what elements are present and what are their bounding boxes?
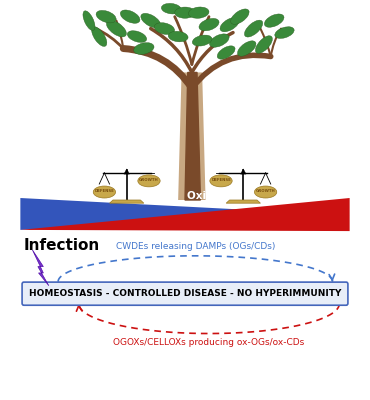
Ellipse shape (255, 186, 277, 198)
Ellipse shape (141, 13, 161, 28)
Ellipse shape (92, 27, 107, 46)
Ellipse shape (134, 43, 154, 54)
Ellipse shape (231, 9, 249, 24)
FancyArrowPatch shape (151, 28, 192, 72)
Ellipse shape (265, 14, 284, 27)
Ellipse shape (209, 34, 229, 47)
Ellipse shape (96, 10, 116, 23)
Text: CWDEs releasing DAMPs (OGs/CDs): CWDEs releasing DAMPs (OGs/CDs) (115, 242, 275, 251)
Ellipse shape (175, 7, 195, 18)
Ellipse shape (120, 10, 140, 23)
Text: GROWTH: GROWTH (139, 178, 159, 182)
Text: DEFENSE: DEFENSE (94, 189, 114, 193)
Ellipse shape (154, 23, 175, 34)
Polygon shape (110, 200, 144, 203)
Text: OGOXs/CELLOXs producing ox-OGs/ox-CDs: OGOXs/CELLOXs producing ox-OGs/ox-CDs (113, 338, 305, 347)
Ellipse shape (93, 186, 115, 198)
Text: GROWTH: GROWTH (256, 189, 276, 193)
Text: Infection: Infection (24, 238, 100, 253)
Polygon shape (124, 169, 130, 174)
Ellipse shape (199, 18, 219, 31)
Polygon shape (178, 72, 206, 200)
FancyArrowPatch shape (117, 21, 123, 48)
FancyArrowPatch shape (260, 28, 271, 56)
Text: DEFENSE: DEFENSE (211, 178, 231, 182)
Ellipse shape (127, 31, 147, 42)
Polygon shape (185, 72, 201, 200)
Ellipse shape (168, 31, 188, 42)
Ellipse shape (245, 20, 263, 37)
Polygon shape (20, 198, 350, 231)
Ellipse shape (83, 11, 95, 30)
FancyArrowPatch shape (192, 17, 209, 64)
Ellipse shape (238, 41, 256, 56)
Text: Oxidized cell wall DAMPs: Oxidized cell wall DAMPs (187, 191, 334, 201)
Ellipse shape (275, 27, 294, 38)
Text: Cell wall DAMPs: Cell wall DAMPs (70, 168, 176, 180)
Ellipse shape (138, 175, 160, 187)
FancyBboxPatch shape (22, 282, 348, 305)
Ellipse shape (192, 35, 212, 46)
Ellipse shape (188, 7, 209, 18)
Ellipse shape (161, 4, 181, 14)
FancyArrowPatch shape (192, 55, 271, 88)
Polygon shape (32, 250, 49, 286)
Polygon shape (240, 169, 246, 174)
Ellipse shape (217, 46, 235, 59)
Ellipse shape (210, 175, 232, 187)
FancyArrowPatch shape (175, 17, 192, 64)
Ellipse shape (220, 18, 239, 32)
FancyArrowPatch shape (123, 48, 192, 88)
Ellipse shape (107, 20, 127, 37)
Polygon shape (226, 200, 260, 203)
Polygon shape (20, 198, 350, 230)
Text: HOMEOSTASIS - CONTROLLED DISEASE - NO HYPERIMMUNITY: HOMEOSTASIS - CONTROLLED DISEASE - NO HY… (29, 289, 341, 298)
FancyArrowPatch shape (271, 28, 281, 56)
FancyArrowPatch shape (96, 28, 123, 48)
FancyArrowPatch shape (192, 32, 233, 72)
Ellipse shape (255, 36, 272, 53)
